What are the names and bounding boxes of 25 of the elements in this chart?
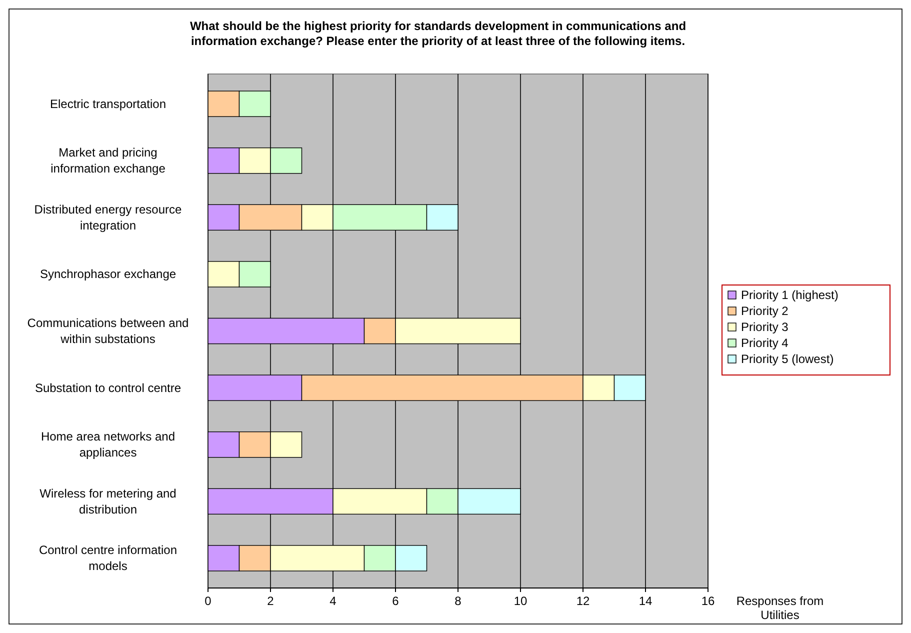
legend-label: Priority 1 (highest) (741, 288, 838, 302)
x-tick-label: 4 (330, 594, 337, 608)
legend-label: Priority 3 (741, 320, 789, 334)
y-tick-label: Synchrophasor exchange (40, 267, 176, 282)
x-tick-label: 10 (514, 594, 528, 608)
x-tick-label: 12 (576, 594, 590, 608)
y-tick-label: Market and pricing information exchange (50, 146, 166, 176)
x-axis-title: Responses from Utilities (736, 594, 824, 622)
legend-label: Priority 2 (741, 304, 789, 318)
x-tick-label: 0 (204, 594, 212, 608)
y-tick-label: Communications between and within substations (27, 316, 189, 346)
x-tick-label: 6 (392, 594, 400, 608)
y-tick-label: Wireless for metering and distribution (40, 486, 176, 516)
legend-label: Priority 5 (lowest) (741, 352, 834, 366)
legend-label: Priority 4 (741, 336, 789, 350)
y-tick-label: Distributed energy resource integration (34, 202, 182, 232)
y-tick-label: Home area networks and appliances (40, 430, 176, 460)
y-tick-label: Electric transportation (50, 96, 166, 111)
chart-title: What should be the highest priority for standards development in communications and information exchange? Please enter the priority of at least three of the following items. (190, 19, 686, 48)
x-tick-label: 8 (454, 594, 462, 608)
x-tick-label: 16 (701, 594, 715, 608)
x-tick-label: 2 (267, 594, 274, 608)
x-tick-label: 14 (638, 594, 652, 608)
y-tick-label: Substation to control centre (34, 380, 182, 395)
y-tick-label: Control centre information models (38, 543, 178, 574)
